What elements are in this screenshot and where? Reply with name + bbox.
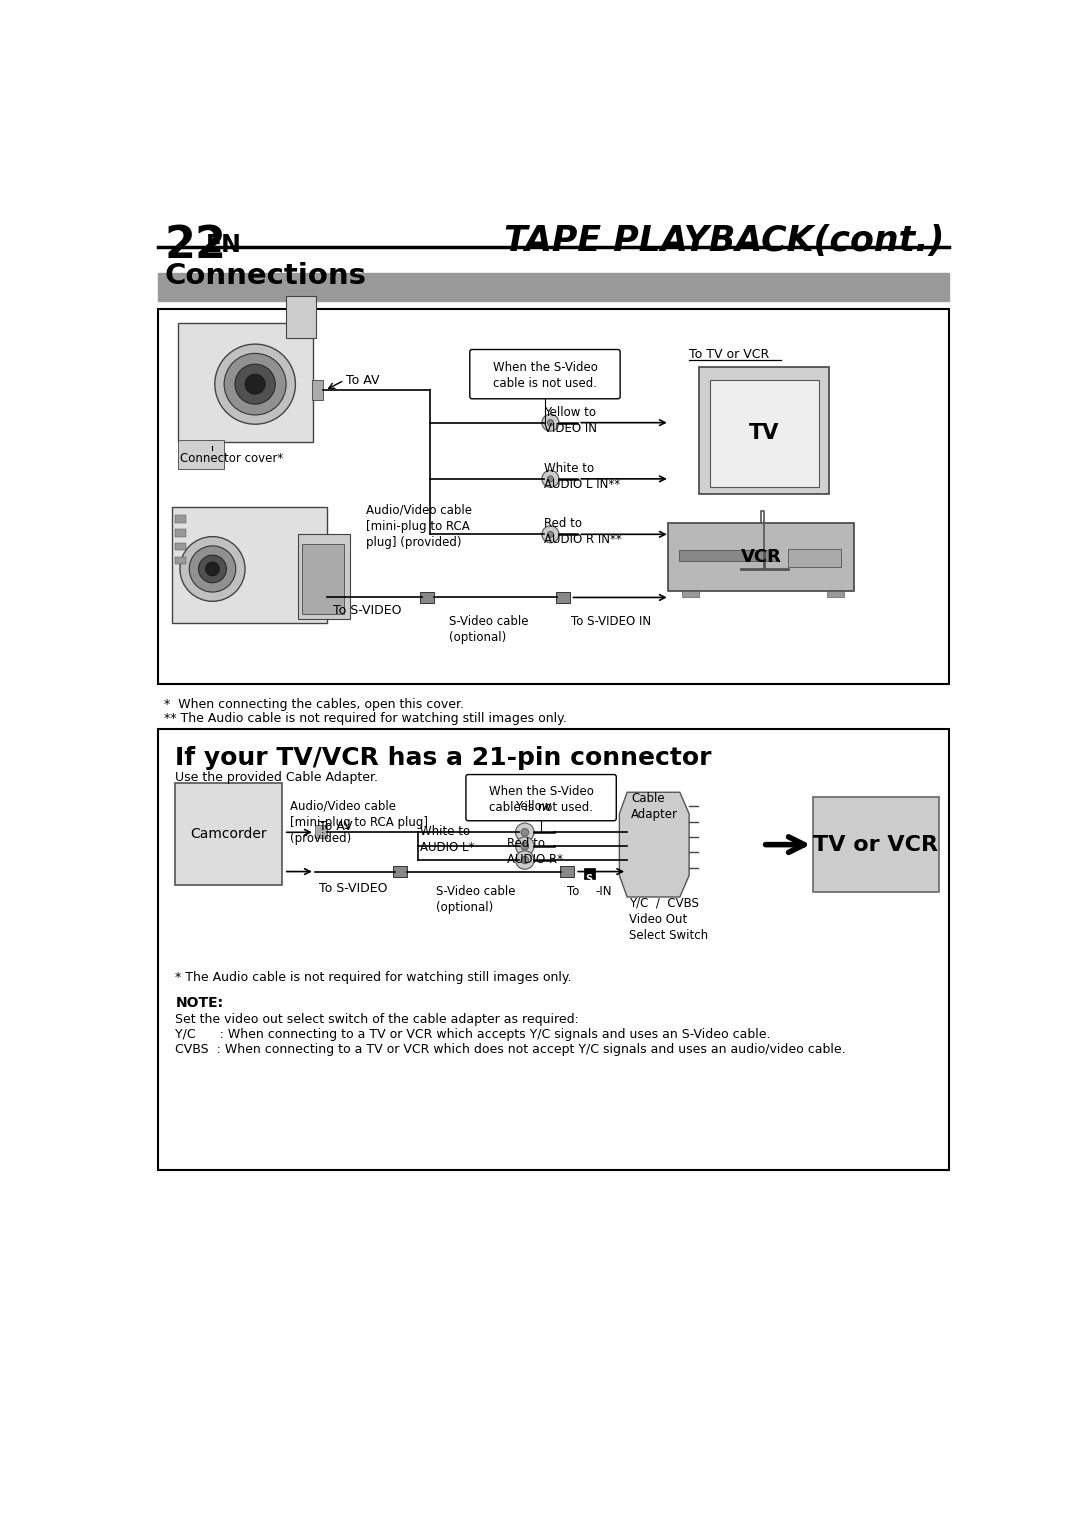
Bar [699,368,829,494]
Text: Set the video out select switch of the cable adapter as required:: Set the video out select switch of the c… [175,1013,579,1026]
Bar [583,869,595,878]
Bar [393,866,407,877]
Bar [159,308,948,684]
Text: To AV: To AV [346,374,379,388]
Bar [679,550,775,561]
Text: Connector cover*: Connector cover* [180,452,283,464]
Circle shape [515,851,535,869]
Text: TV or VCR: TV or VCR [813,834,939,854]
Bar [175,529,186,537]
Text: Audio/Video cable
[mini-plug to RCA
plug] (provided): Audio/Video cable [mini-plug to RCA plug… [366,503,472,549]
Bar [175,543,186,550]
Circle shape [199,555,227,583]
Text: Audio/Video cable
[mini-plug to RCA plug]
(provided): Audio/Video cable [mini-plug to RCA plug… [291,800,428,845]
Bar [314,825,327,839]
Bar [420,592,434,602]
Bar [788,549,841,567]
Text: Connections: Connections [164,262,366,290]
Text: Y/C  /  CVBS
Video Out
Select Switch: Y/C / CVBS Video Out Select Switch [629,897,707,941]
Text: When the S-Video
cable is not used.: When the S-Video cable is not used. [488,785,594,814]
Bar [175,556,186,564]
Circle shape [189,546,235,592]
Text: Y/C      : When connecting to a TV or VCR which accepts Y/C signals and uses an : Y/C : When connecting to a TV or VCR whi… [175,1029,771,1041]
Circle shape [542,471,559,487]
Bar [298,535,350,619]
FancyBboxPatch shape [465,774,617,820]
Circle shape [548,532,554,538]
Circle shape [515,837,535,855]
Text: When the S-Video
cable is not used.: When the S-Video cable is not used. [492,362,597,389]
Text: To: To [567,885,586,898]
Circle shape [215,343,296,425]
Text: 22: 22 [164,224,227,267]
Bar [175,783,282,885]
Bar [302,544,345,613]
Text: Yellow to
VIDEO IN: Yellow to VIDEO IN [544,406,597,435]
Circle shape [548,475,554,481]
Text: CVBS  : When connecting to a TV or VCR which does not accept Y/C signals and use: CVBS : When connecting to a TV or VCR wh… [175,1042,846,1056]
Bar [827,590,845,596]
Text: EN: EN [206,233,242,258]
Bar [813,797,939,892]
Text: ** The Audio cable is not required for watching still images only.: ** The Audio cable is not required for w… [164,713,567,725]
Circle shape [515,823,535,842]
Text: If your TV/VCR has a 21-pin connector: If your TV/VCR has a 21-pin connector [175,747,712,770]
Bar [159,273,948,300]
Text: TV: TV [750,423,780,443]
Bar [286,296,315,337]
Circle shape [542,526,559,543]
Text: -IN: -IN [595,885,612,898]
Text: S-Video cable
(optional): S-Video cable (optional) [449,615,528,644]
Circle shape [235,365,275,405]
Text: To AV: To AV [320,820,353,832]
Text: VCR: VCR [741,547,782,566]
Circle shape [225,354,286,415]
Text: S-Video cable
(optional): S-Video cable (optional) [435,885,515,914]
Text: *  When connecting the cables, open this cover.: * When connecting the cables, open this … [164,699,464,711]
Bar [556,592,570,602]
Circle shape [205,563,219,576]
Bar [710,380,819,486]
Text: To S-VIDEO: To S-VIDEO [333,604,401,618]
Circle shape [542,414,559,431]
Text: Camcorder: Camcorder [190,826,267,840]
Text: TAPE PLAYBACK(cont.): TAPE PLAYBACK(cont.) [504,224,945,258]
Bar [177,322,313,442]
Text: Yellow: Yellow [515,800,551,812]
Text: Use the provided Cable Adapter.: Use the provided Cable Adapter. [175,771,378,783]
Bar [312,380,323,400]
Bar [175,515,186,523]
Bar [172,507,327,622]
FancyBboxPatch shape [470,350,620,399]
Polygon shape [619,793,689,897]
Circle shape [521,842,529,849]
Text: * The Audio cable is not required for watching still images only.: * The Audio cable is not required for wa… [175,970,571,984]
Text: To S-VIDEO: To S-VIDEO [320,881,388,895]
Circle shape [521,828,529,835]
Bar [559,866,573,877]
Text: Red to
AUDIO R IN**: Red to AUDIO R IN** [544,517,622,546]
Circle shape [180,537,245,601]
Bar [669,523,854,590]
Text: NOTE:: NOTE: [175,996,224,1010]
Circle shape [548,420,554,426]
Text: Red to
AUDIO R*: Red to AUDIO R* [507,837,563,866]
Text: S: S [585,874,593,885]
Text: Cable
Adapter: Cable Adapter [631,793,678,822]
Bar [159,730,948,1170]
Circle shape [245,374,266,394]
Text: White to
AUDIO L*: White to AUDIO L* [420,825,474,854]
Text: White to
AUDIO L IN**: White to AUDIO L IN** [544,461,620,491]
Bar [177,440,225,469]
Circle shape [521,855,529,865]
Text: To TV or VCR: To TV or VCR [689,348,769,360]
Text: To S-VIDEO IN: To S-VIDEO IN [570,615,650,629]
Bar [683,590,699,596]
